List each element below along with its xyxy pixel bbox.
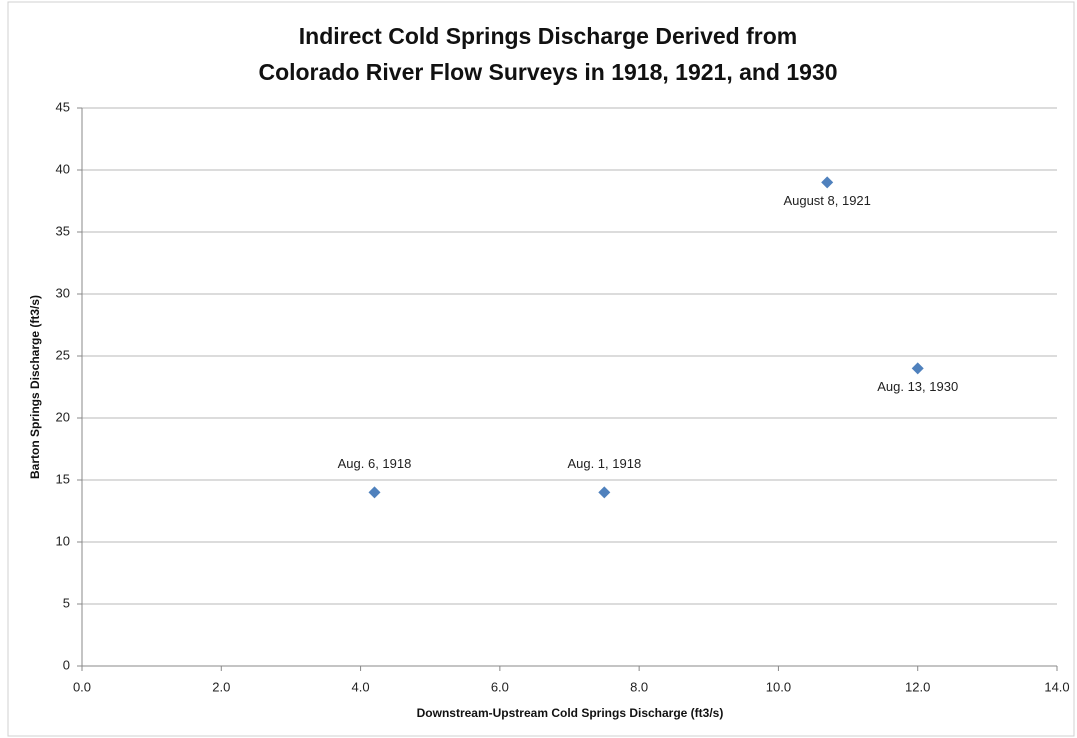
chart-title: Indirect Cold Springs Discharge Derived … bbox=[299, 23, 797, 49]
point bbox=[911, 362, 924, 375]
y-tick-label: 15 bbox=[56, 471, 70, 486]
point-label: Aug. 13, 1930 bbox=[877, 379, 958, 394]
x-tick-label: 14.0 bbox=[1044, 679, 1069, 694]
x-axis-title: Downstream-Upstream Cold Springs Dischar… bbox=[417, 706, 724, 720]
y-tick-label: 0 bbox=[63, 657, 70, 672]
y-tick-label: 10 bbox=[56, 533, 70, 548]
y-tick-label: 35 bbox=[56, 223, 70, 238]
point-label: Aug. 6, 1918 bbox=[338, 456, 412, 471]
x-tick-label: 6.0 bbox=[491, 679, 509, 694]
point-label: Aug. 1, 1918 bbox=[567, 456, 641, 471]
x-tick-label: 10.0 bbox=[766, 679, 791, 694]
y-tick-label: 30 bbox=[56, 285, 70, 300]
point bbox=[821, 176, 834, 189]
x-tick-label: 0.0 bbox=[73, 679, 91, 694]
x-tick-label: 12.0 bbox=[905, 679, 930, 694]
x-tick-label: 4.0 bbox=[352, 679, 370, 694]
y-tick-label: 25 bbox=[56, 347, 70, 362]
y-tick-label: 40 bbox=[56, 161, 70, 176]
y-tick-label: 20 bbox=[56, 409, 70, 424]
y-axis-title: Barton Springs Discharge (ft3/s) bbox=[28, 295, 42, 479]
point-label: August 8, 1921 bbox=[783, 193, 870, 208]
y-tick-label: 45 bbox=[56, 99, 70, 114]
chart-title: Colorado River Flow Surveys in 1918, 192… bbox=[258, 59, 837, 85]
chart-frame bbox=[7, 1, 1075, 737]
x-tick-label: 2.0 bbox=[212, 679, 230, 694]
x-tick-label: 8.0 bbox=[630, 679, 648, 694]
point bbox=[598, 486, 611, 499]
y-tick-label: 5 bbox=[63, 595, 70, 610]
point bbox=[368, 486, 381, 499]
